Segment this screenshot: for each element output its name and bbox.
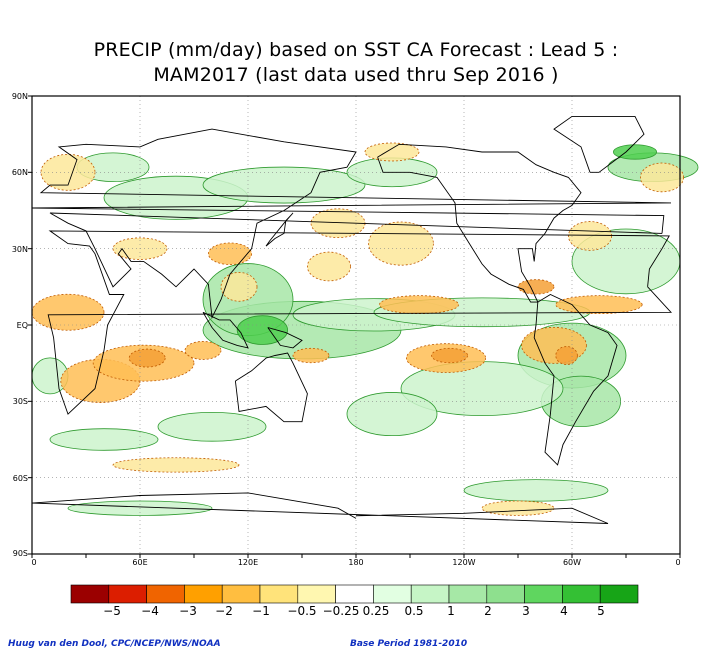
dry-anomaly-region	[378, 295, 459, 315]
lon-label-120e: 120E	[237, 558, 259, 567]
colorbar-swatch	[297, 584, 336, 604]
dry-anomaly-region	[207, 242, 252, 265]
dry-anomaly-region	[292, 347, 330, 364]
dry-anomaly-region	[112, 457, 240, 473]
colorbar-label: 2	[484, 604, 492, 618]
dry-anomaly-region	[364, 142, 420, 162]
colorbar-label: −2	[215, 604, 233, 618]
colorbar-swatch	[410, 584, 450, 604]
lat-label-30n: 30N	[11, 245, 28, 254]
colorbar-label: 0.25	[362, 604, 390, 618]
lon-label-60e: 60E	[132, 558, 148, 567]
title-line-2: MAM2017 (last data used thru Sep 2016 )	[153, 64, 559, 86]
map-title: PRECIP (mm/day) based on SST CA Forecast…	[0, 38, 712, 88]
colorbar-swatch	[259, 584, 299, 604]
lon-label-180: 180	[348, 558, 364, 567]
lon-label-0: 0	[31, 558, 37, 567]
colorbar-swatch	[599, 584, 639, 604]
dry-anomaly-region	[481, 500, 555, 516]
axis-ticks	[28, 95, 681, 558]
credit-base-period: Base Period 1981-2010	[350, 639, 468, 649]
wet-anomaly-region	[613, 144, 658, 160]
dry-anomaly-region	[640, 162, 685, 193]
lon-label-0-east: 0	[675, 558, 681, 567]
wet-anomaly-region	[463, 479, 609, 502]
coastline	[202, 311, 249, 349]
dry-anomaly-region	[128, 348, 166, 368]
colorbar-label: −3	[179, 604, 197, 618]
colorbar-swatch	[146, 584, 185, 604]
coastlines	[31, 115, 673, 524]
dry-anomaly-region	[555, 346, 578, 365]
colorbar-label: 3	[522, 604, 530, 618]
colorbar-label: 4	[560, 604, 568, 618]
title-line-1: PRECIP (mm/day) based on SST CA Forecast…	[93, 39, 619, 61]
wet-anomaly-region	[49, 428, 159, 451]
credit-author: Huug van den Dool, CPC/NCEP/NWS/NOAA	[8, 639, 221, 649]
colorbar-swatch	[221, 584, 261, 604]
colorbar-label: 1	[447, 604, 455, 618]
dry-anomaly-region	[431, 347, 469, 364]
coastline	[31, 128, 672, 319]
dry-anomaly-region	[220, 272, 258, 302]
dry-anomaly-region	[555, 295, 643, 315]
colorbar-label: −1	[252, 604, 270, 618]
wet-anomaly-region	[202, 166, 366, 204]
colorbar-label: −4	[141, 604, 159, 618]
dry-anomaly-region	[368, 221, 434, 266]
colorbar-swatch	[448, 584, 488, 604]
wet-anomaly-region	[346, 392, 438, 437]
colorbar-swatch	[486, 584, 525, 604]
colorbar-swatch	[184, 584, 223, 604]
dry-anomaly-region	[184, 341, 222, 360]
colorbar-swatch	[70, 584, 110, 604]
lat-label-90s: 90S	[12, 549, 28, 558]
dry-anomaly-region	[306, 251, 351, 282]
colorbar-label: −0.25	[322, 604, 360, 618]
lat-label-eq: EQ	[16, 321, 28, 330]
lat-label-90n: 90N	[11, 92, 28, 101]
wet-anomaly-region	[157, 411, 267, 442]
coastline	[553, 115, 645, 173]
lat-label-60s: 60S	[12, 474, 28, 483]
lon-label-120w: 120W	[452, 558, 476, 567]
dry-anomaly-region	[568, 221, 613, 251]
coastline	[267, 327, 303, 349]
coastline	[47, 230, 673, 415]
colorbar-swatch	[335, 584, 374, 604]
colorbar-label: −0.5	[287, 604, 317, 618]
coastline	[234, 352, 308, 423]
gridlines	[32, 96, 680, 554]
colorbar	[70, 584, 639, 604]
colorbar-swatch	[562, 584, 601, 604]
colorbar-swatch	[373, 584, 412, 604]
lat-label-60n: 60N	[11, 168, 28, 177]
colorbar-label: −5	[103, 604, 121, 618]
colorbar-swatch	[524, 584, 563, 604]
coastline	[377, 143, 582, 303]
dry-anomaly-region	[517, 279, 555, 295]
colorbar-label: 0.5	[404, 604, 424, 618]
lon-label-60w: 60W	[562, 558, 582, 567]
coastline	[265, 212, 294, 247]
colorbar-label: 5	[597, 604, 605, 618]
lat-label-30s: 30S	[12, 397, 28, 406]
coastline	[533, 293, 618, 466]
colorbar-swatch	[108, 584, 147, 604]
